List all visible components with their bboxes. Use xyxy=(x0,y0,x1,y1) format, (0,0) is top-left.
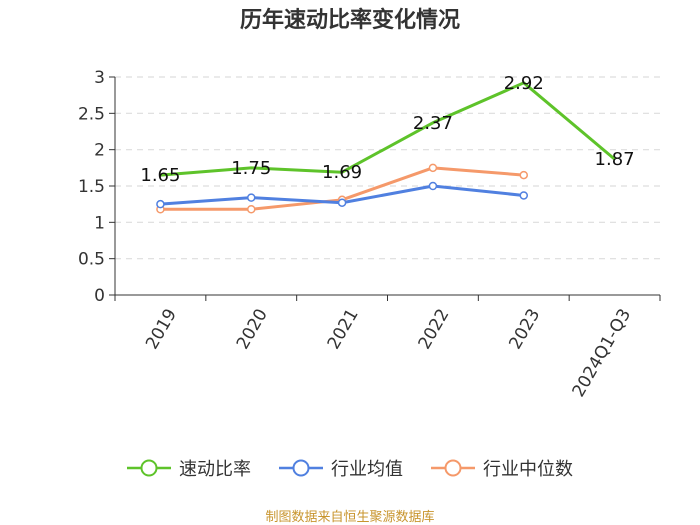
legend-marker-icon xyxy=(431,459,475,477)
data-label: 1.75 xyxy=(231,158,271,179)
legend: 速动比率 行业均值 行业中位数 xyxy=(0,455,700,481)
series-lines xyxy=(156,81,616,214)
y-tick-label: 0 xyxy=(94,286,105,306)
x-tick-label: 2023 xyxy=(505,305,544,352)
source-note: 制图数据来自恒生聚源数据库 xyxy=(265,510,435,525)
series-line xyxy=(160,81,616,177)
data-point xyxy=(428,163,438,173)
x-tick-label: 2021 xyxy=(324,305,363,352)
y-tick-label: 1 xyxy=(94,213,105,233)
y-tick-label: 2.5 xyxy=(78,104,105,124)
grid-lines xyxy=(115,76,660,260)
x-tick-label: 2022 xyxy=(415,305,454,352)
data-point xyxy=(247,205,256,214)
legend-label: 速动比率 xyxy=(179,459,251,480)
legend-marker-icon xyxy=(127,459,171,477)
data-label: 1.87 xyxy=(595,149,635,170)
data-point xyxy=(519,191,528,200)
y-tick-label: 0.5 xyxy=(78,250,105,270)
legend-item[interactable]: 行业均值 xyxy=(279,455,403,481)
data-point xyxy=(519,170,528,180)
legend-label: 行业中位数 xyxy=(483,459,573,480)
data-label: 1.69 xyxy=(322,162,362,183)
data-label: 1.65 xyxy=(140,165,180,186)
x-tick-label: 2020 xyxy=(233,305,272,352)
data-point xyxy=(428,181,438,191)
x-tick-label: 2024Q1-Q3 xyxy=(569,305,636,400)
axes: 0 0.5 1 1.5 2 2.5 3 2019 2020 2021 2022 2023 2024Q1-… xyxy=(78,68,661,401)
chart-title: 历年速动比率变化情况 xyxy=(239,8,460,33)
data-label: 2.92 xyxy=(504,73,544,94)
legend-label: 行业均值 xyxy=(331,459,403,480)
y-tick-label: 1.5 xyxy=(78,177,105,197)
data-point xyxy=(247,193,256,202)
y-tick-label: 2 xyxy=(94,141,105,161)
data-point xyxy=(156,199,165,209)
legend-item[interactable]: 速动比率 xyxy=(127,455,251,481)
data-labels: 1.65 1.75 1.69 2.37 2.92 1.87 xyxy=(140,73,634,186)
data-point xyxy=(337,198,347,207)
y-tick-label: 3 xyxy=(94,68,105,88)
x-tick-label: 2019 xyxy=(142,305,181,352)
legend-item[interactable]: 行业中位数 xyxy=(431,455,573,481)
data-label: 2.37 xyxy=(413,113,453,134)
legend-marker-icon xyxy=(279,459,323,477)
